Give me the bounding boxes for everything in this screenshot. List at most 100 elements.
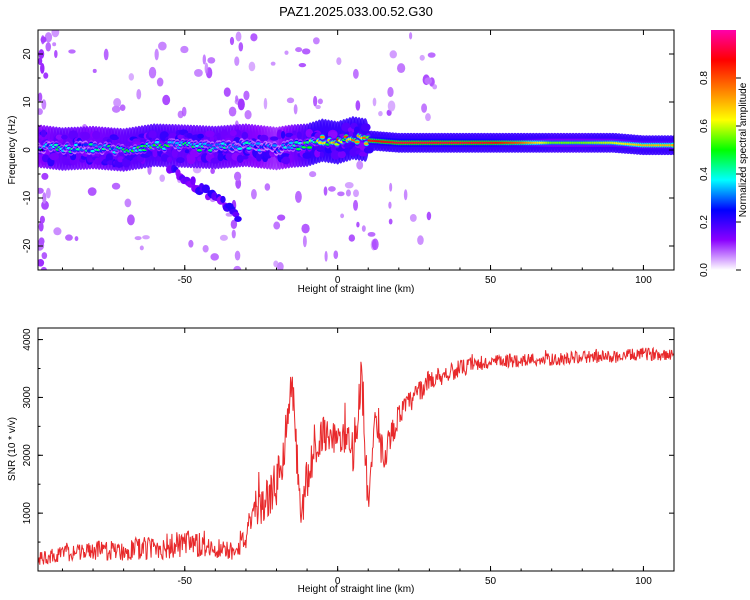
snr-x-label: Height of straight line (km) (298, 584, 415, 595)
heatmap-noise-cell (356, 160, 364, 170)
heatmap-blob-cell (197, 133, 204, 139)
heatmap-noise-cell (286, 97, 295, 104)
colorbar-tick-label: 0.6 (699, 119, 710, 133)
heatmap-streak-cell (234, 56, 240, 67)
colorbar-axis: 0.0 0.2 0.4 0.6 0.8 (699, 71, 741, 277)
heatmap-noise-cell (345, 189, 351, 197)
heatmap-noise-cell (159, 174, 165, 182)
heatmap-noise-cell (301, 223, 310, 234)
heatmap-noise-cell (312, 37, 320, 45)
heatmap-blob-cell (81, 132, 91, 141)
heatmap-noise-cell (92, 68, 97, 73)
spectrogram-x-label: Height of straight line (km) (298, 284, 415, 295)
snr-y-label: SNR (10 * v/v) (7, 417, 18, 481)
heatmap-blob-cell (360, 123, 371, 132)
heatmap-noise-cell (230, 219, 238, 230)
heatmap-trace-cell (295, 147, 302, 151)
heatmap-noise-cell (210, 253, 219, 261)
heatmap-noise-cell (367, 231, 376, 237)
heatmap-blob-cell (280, 153, 290, 158)
heatmap-trace-cell (83, 143, 89, 146)
snr-series-line (38, 346, 674, 565)
heatmap-noise-cell (181, 106, 187, 117)
heatmap-noise-cell (284, 50, 289, 55)
heatmap-noise-cell (302, 235, 307, 248)
heatmap-noise-cell (128, 73, 135, 81)
heatmap-streak-cell (40, 36, 47, 43)
spectrogram-x-tick-label: 100 (635, 275, 652, 286)
spectrogram-x-tick-label: 50 (485, 275, 497, 286)
heatmap-streak-cell (41, 172, 49, 180)
heatmap-noise-cell (235, 95, 239, 102)
heatmap-noise-cell (298, 63, 307, 68)
heatmap-noise-cell (142, 235, 150, 240)
heatmap-trace-cell (670, 143, 674, 147)
heatmap-trace-cell (272, 144, 278, 147)
heatmap-trace-cell (196, 149, 203, 152)
heatmap-blob-cell (358, 151, 368, 157)
heatmap-noise-cell (210, 167, 215, 175)
heatmap-noise-cell (273, 260, 279, 268)
snr-x-tick-label: 50 (485, 576, 497, 587)
heatmap-noise-cell (162, 94, 171, 106)
heatmap-noise-cell (295, 47, 303, 53)
heatmap-noise-cell (223, 87, 231, 97)
snr-panel: -50 0 50 100 1000 2000 3000 4000 Height of str… (7, 327, 675, 595)
spectrogram-y-axis: 20 10 0 -10 -20 (22, 29, 674, 271)
heatmap-noise-cell (74, 236, 79, 242)
heatmap-noise-cell (51, 30, 60, 38)
heatmap-noise-cell (244, 110, 252, 120)
heatmap-noise-cell (355, 100, 361, 111)
heatmap-trace-cell (154, 141, 160, 144)
heatmap-noise-cell (263, 97, 268, 110)
heatmap-streak-cell (42, 192, 47, 204)
heatmap-noise-cell (113, 98, 122, 108)
heatmap-noise-cell (328, 186, 336, 192)
heatmap-blob-cell (160, 153, 170, 162)
heatmap-noise-cell (301, 48, 311, 55)
heatmap-streak-cell (38, 92, 43, 102)
heatmap-blob-cell (49, 152, 60, 161)
snr-y-axis: 1000 2000 3000 4000 (22, 328, 674, 543)
heatmap-blob-cell (363, 146, 374, 154)
snr-x-axis: -50 0 50 100 (61, 328, 675, 587)
heatmap-blob-cell (148, 130, 157, 139)
heatmap-blob-cell (121, 157, 131, 168)
heatmap-noise-cell (270, 61, 276, 66)
heatmap-blob-cell (225, 152, 234, 161)
heatmap-noise-cell (219, 234, 228, 241)
heatmap-blob-cell (296, 131, 302, 139)
heatmap-noise-cell (317, 98, 323, 105)
heatmap-noise-cell (432, 84, 438, 90)
heatmap-branch-cell (232, 211, 240, 218)
heatmap-streak-cell (38, 187, 44, 194)
heatmap-blob-cell (61, 134, 68, 140)
heatmap-noise-cell (409, 32, 413, 40)
heatmap-blob-cell (217, 152, 224, 162)
heatmap-blob-cell (110, 135, 119, 141)
heatmap-noise-cell (315, 104, 321, 110)
heatmap-noise-cell (353, 199, 359, 211)
heatmap-noise-cell (309, 171, 317, 178)
heatmap-noise-cell (248, 61, 256, 72)
heatmap-noise-cell (389, 182, 393, 192)
heatmap-blob-cell (155, 157, 162, 162)
heatmap-streak-cell (41, 99, 47, 110)
heatmap-noise-cell (103, 48, 109, 61)
heatmap-trace-cell (255, 142, 261, 145)
heatmap-noise-cell (53, 227, 62, 236)
heatmap-blob-cell (229, 129, 237, 137)
heatmap-blob-cell (285, 132, 294, 138)
heatmap-noise-cell (424, 77, 433, 85)
heatmap-noise-cell (273, 221, 281, 230)
heatmap-streak-cell (45, 42, 52, 52)
colorbar-tick-label: 0.4 (699, 167, 710, 181)
colorbar-label: Normalized spectral amplitude (738, 82, 749, 217)
heatmap-branch-cell (234, 215, 242, 222)
heatmap-noise-cell (340, 213, 345, 219)
colorbar-tick-label: 0.8 (699, 71, 710, 85)
heatmap-noise-cell (293, 104, 298, 115)
spectrogram-heatmap (38, 30, 674, 270)
